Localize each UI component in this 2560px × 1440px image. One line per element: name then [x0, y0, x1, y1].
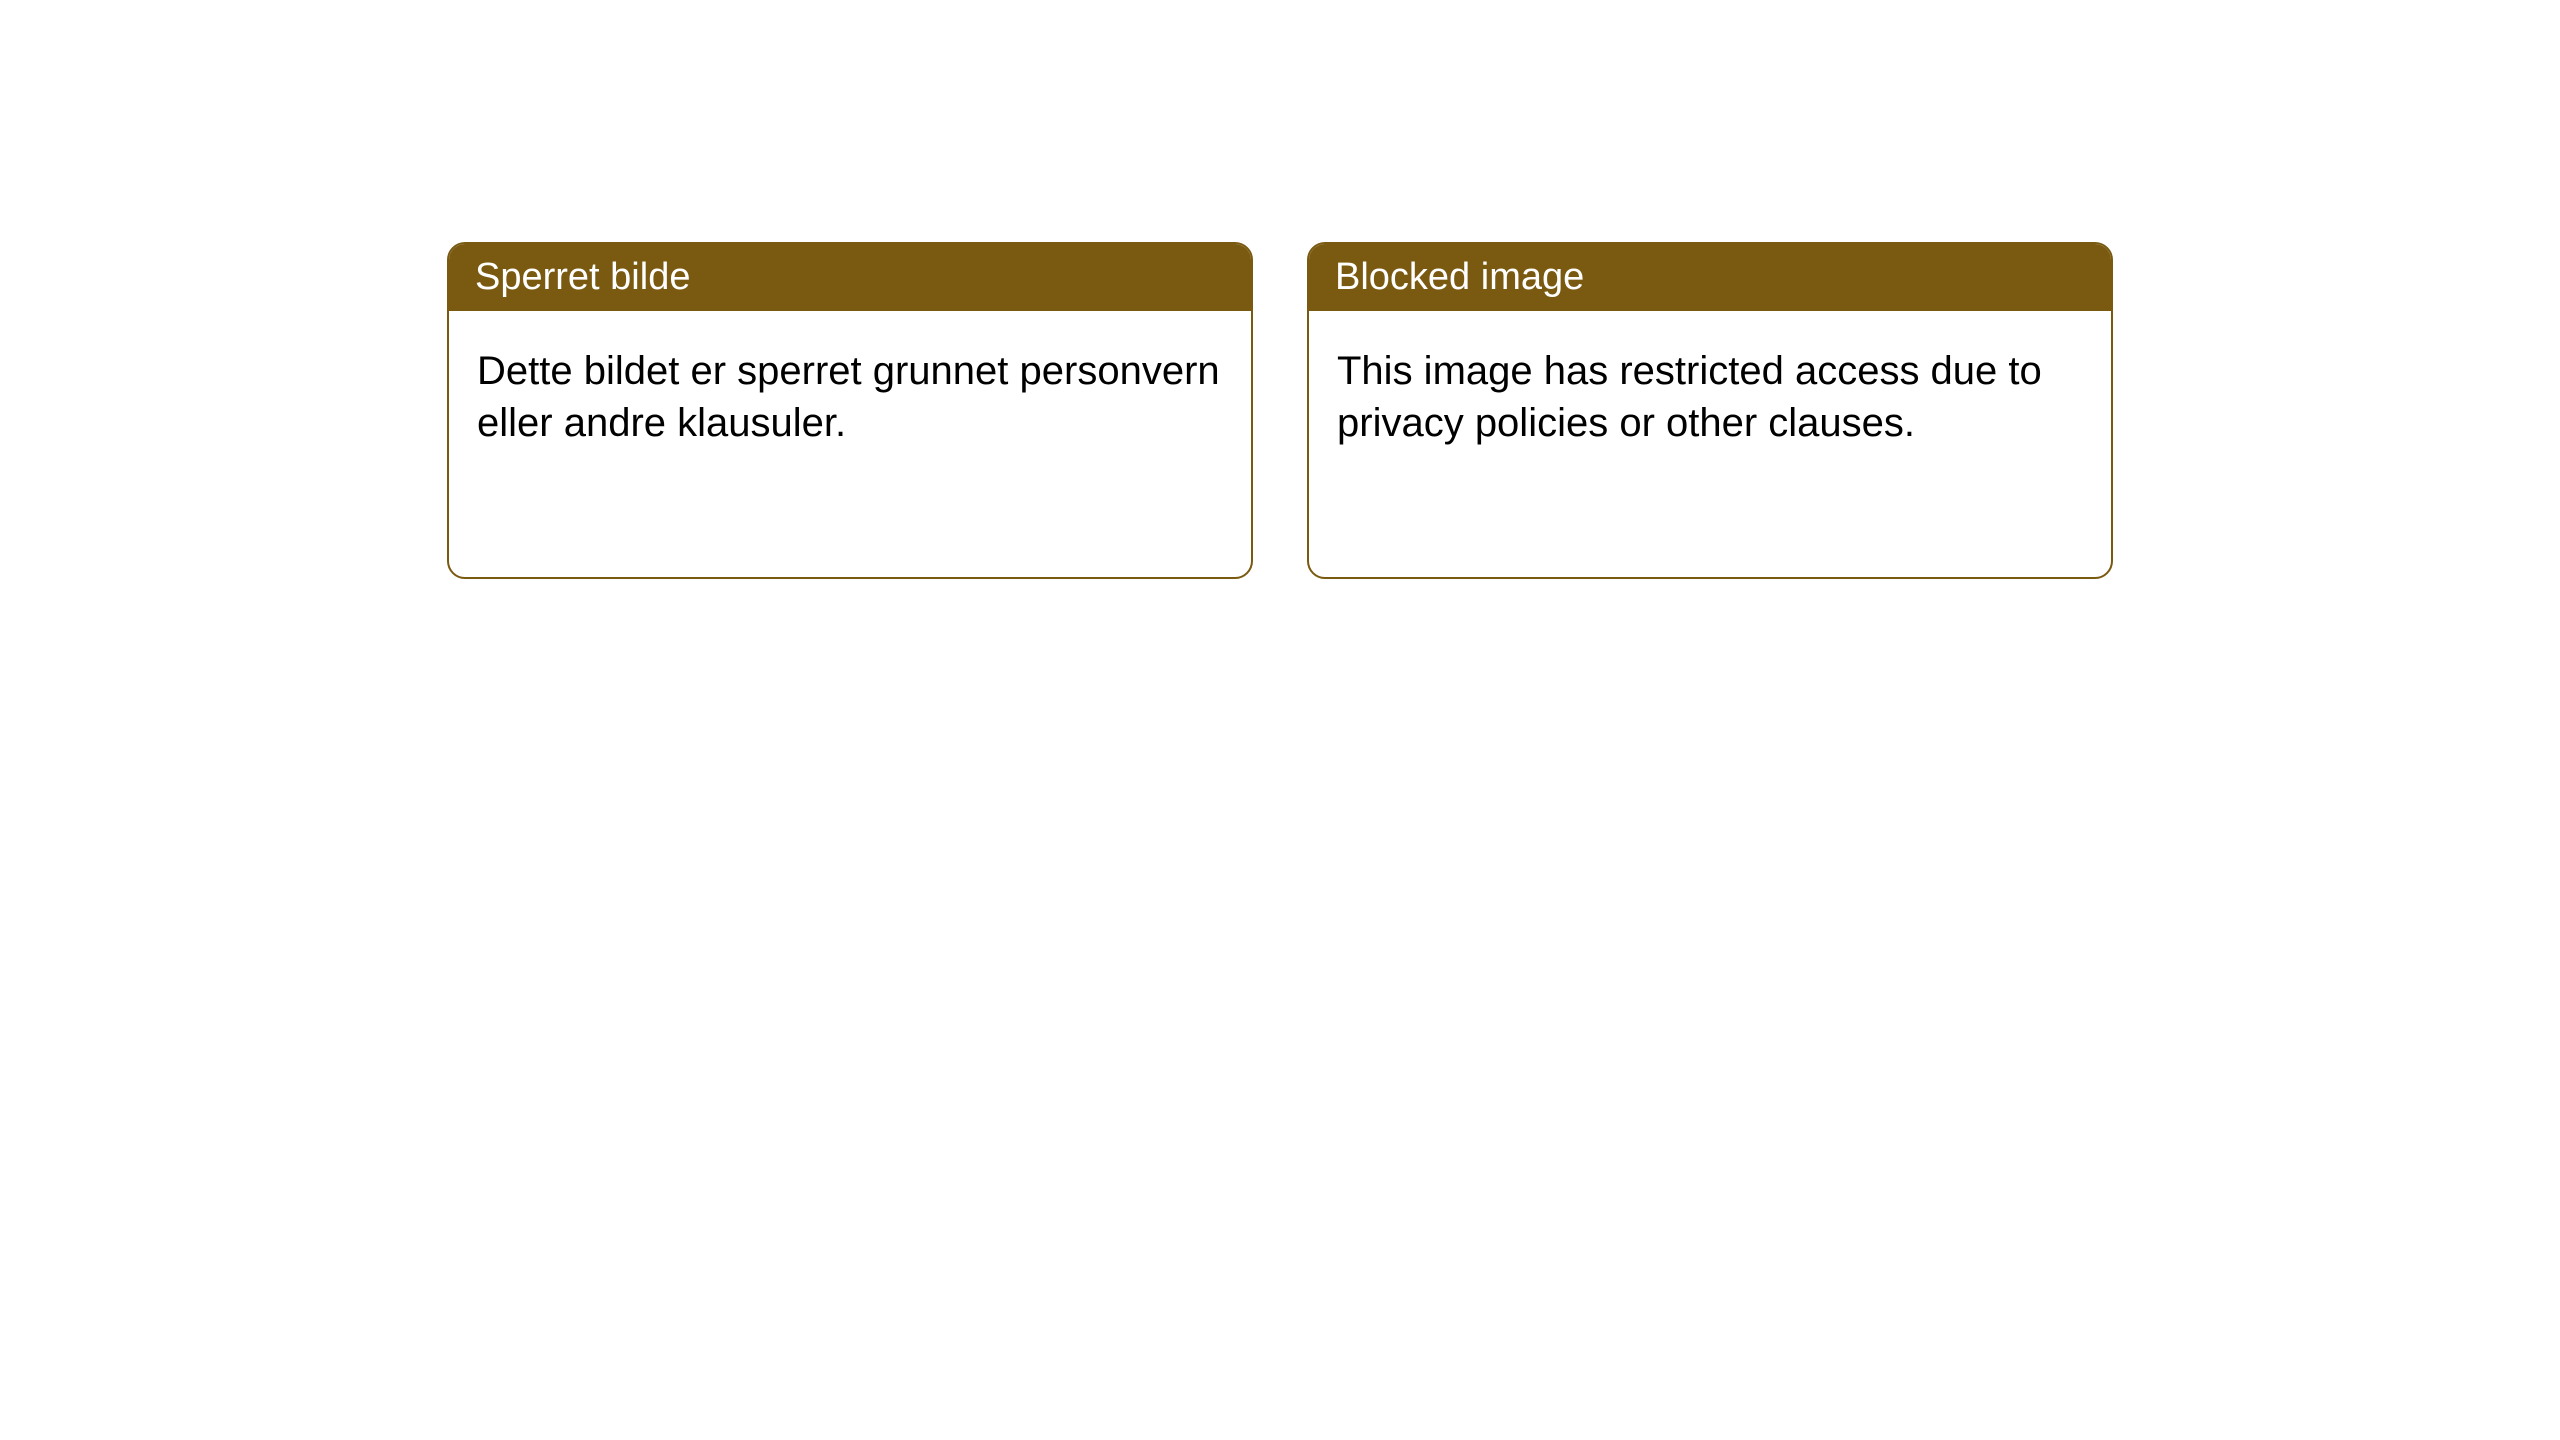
card-body: Dette bildet er sperret grunnet personve…: [449, 311, 1251, 483]
card-header: Blocked image: [1309, 244, 2111, 311]
card-header: Sperret bilde: [449, 244, 1251, 311]
card-message: Dette bildet er sperret grunnet personve…: [477, 349, 1220, 445]
card-title: Blocked image: [1335, 256, 1584, 298]
card-message: This image has restricted access due to …: [1337, 349, 2042, 445]
card-body: This image has restricted access due to …: [1309, 311, 2111, 483]
notice-container: Sperret bilde Dette bildet er sperret gr…: [447, 242, 2113, 579]
card-title: Sperret bilde: [475, 256, 690, 298]
notice-card-norwegian: Sperret bilde Dette bildet er sperret gr…: [447, 242, 1253, 579]
notice-card-english: Blocked image This image has restricted …: [1307, 242, 2113, 579]
